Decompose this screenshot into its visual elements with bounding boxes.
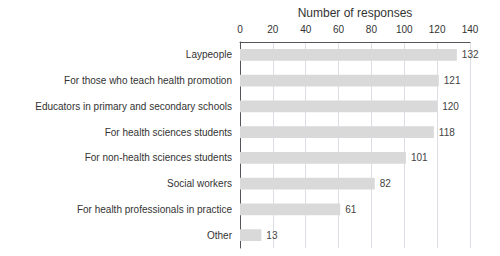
svg-text:For health sciences students: For health sciences students: [105, 127, 232, 138]
svg-text:101: 101: [411, 152, 428, 163]
svg-text:118: 118: [439, 127, 455, 138]
svg-text:100: 100: [396, 24, 413, 35]
svg-text:140: 140: [462, 24, 479, 35]
svg-text:Laypeople: Laypeople: [186, 49, 233, 60]
svg-text:61: 61: [345, 204, 357, 215]
svg-text:40: 40: [300, 24, 312, 35]
svg-text:132: 132: [462, 49, 479, 60]
svg-text:Social workers: Social workers: [167, 178, 232, 189]
svg-text:120: 120: [442, 101, 459, 112]
svg-text:82: 82: [380, 178, 392, 189]
svg-text:Educators in primary and secon: Educators in primary and secondary schoo…: [35, 101, 232, 112]
svg-text:For those who teach health pro: For those who teach health promotion: [64, 75, 232, 86]
svg-text:120: 120: [429, 24, 446, 35]
svg-text:80: 80: [366, 24, 378, 35]
svg-text:60: 60: [333, 24, 345, 35]
svg-text:Number of responses: Number of responses: [298, 6, 413, 20]
svg-text:20: 20: [267, 24, 279, 35]
svg-text:121: 121: [444, 75, 461, 86]
svg-text:13: 13: [266, 230, 278, 241]
svg-text:For non-health sciences studen: For non-health sciences students: [85, 152, 232, 163]
svg-text:For health professionals in pr: For health professionals in practice: [77, 204, 233, 215]
svg-text:0: 0: [237, 24, 243, 35]
svg-text:Other: Other: [207, 230, 233, 241]
